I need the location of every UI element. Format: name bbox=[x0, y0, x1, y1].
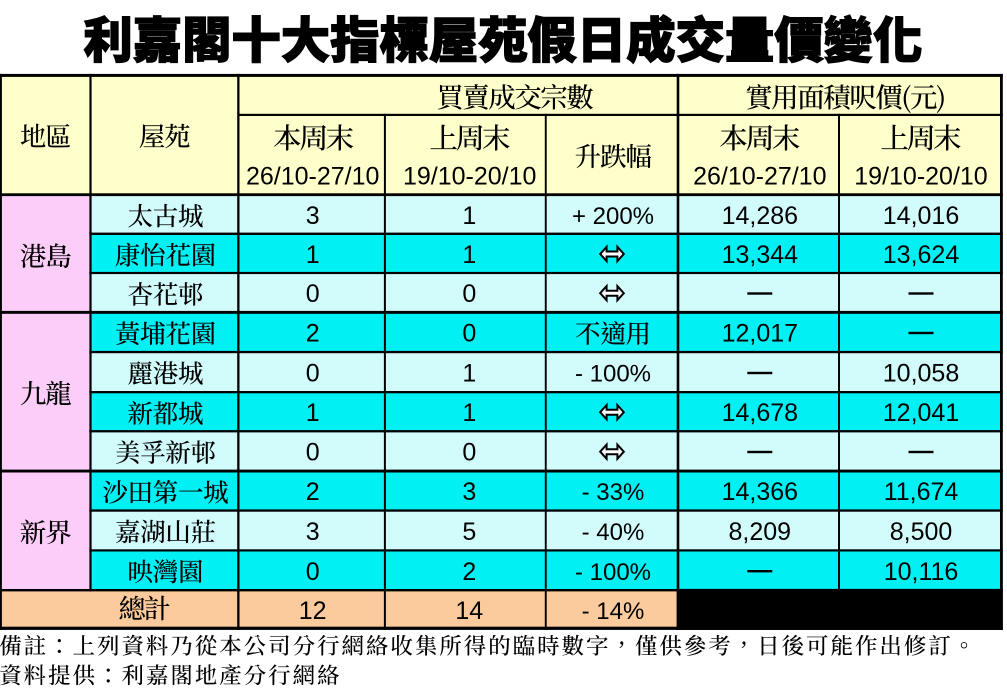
svg-text:2: 2 bbox=[306, 320, 320, 348]
svg-text:- 100%: - 100% bbox=[575, 559, 651, 586]
svg-text:8,500: 8,500 bbox=[890, 518, 953, 546]
svg-text:14,366: 14,366 bbox=[722, 478, 798, 506]
svg-text:2: 2 bbox=[462, 558, 476, 586]
svg-text:1: 1 bbox=[462, 202, 476, 230]
svg-text:1: 1 bbox=[462, 241, 476, 269]
svg-text:0: 0 bbox=[306, 360, 320, 388]
svg-text:3: 3 bbox=[462, 478, 476, 506]
svg-text:8,209: 8,209 bbox=[729, 518, 792, 546]
svg-text:1: 1 bbox=[306, 241, 320, 269]
svg-text:12,017: 12,017 bbox=[722, 320, 798, 348]
svg-text:1: 1 bbox=[462, 360, 476, 388]
svg-text:5: 5 bbox=[462, 518, 476, 546]
svg-text:12,041: 12,041 bbox=[883, 399, 959, 427]
svg-text:14,016: 14,016 bbox=[883, 202, 959, 230]
svg-text:13,624: 13,624 bbox=[883, 241, 960, 269]
svg-text:13,344: 13,344 bbox=[722, 241, 799, 269]
svg-text:- 100%: - 100% bbox=[575, 361, 651, 388]
svg-text:26/10-27/10: 26/10-27/10 bbox=[246, 162, 379, 190]
svg-text:- 14%: - 14% bbox=[582, 598, 645, 625]
svg-text:0: 0 bbox=[462, 439, 476, 467]
svg-text:11,674: 11,674 bbox=[884, 478, 959, 506]
svg-text:14,286: 14,286 bbox=[722, 202, 798, 230]
svg-text:10,116: 10,116 bbox=[884, 558, 959, 586]
svg-text:0: 0 bbox=[306, 439, 320, 467]
svg-text:3: 3 bbox=[306, 518, 320, 546]
svg-text:+ 200%: + 200% bbox=[572, 203, 654, 230]
svg-text:14: 14 bbox=[455, 597, 483, 625]
svg-text:10,058: 10,058 bbox=[883, 360, 959, 388]
svg-text:3: 3 bbox=[306, 202, 320, 230]
svg-text:1: 1 bbox=[306, 399, 320, 427]
svg-text:0: 0 bbox=[462, 280, 476, 308]
svg-text:26/10-27/10: 26/10-27/10 bbox=[693, 162, 826, 190]
svg-text:2: 2 bbox=[306, 478, 320, 506]
svg-text:19/10-20/10: 19/10-20/10 bbox=[854, 162, 987, 190]
svg-text:14,678: 14,678 bbox=[722, 399, 798, 427]
svg-text:1: 1 bbox=[462, 399, 476, 427]
svg-text:12: 12 bbox=[299, 597, 327, 625]
svg-text:- 33%: - 33% bbox=[582, 479, 645, 506]
svg-text:- 40%: - 40% bbox=[582, 519, 645, 546]
svg-text:0: 0 bbox=[306, 558, 320, 586]
svg-text:0: 0 bbox=[306, 280, 320, 308]
svg-text:19/10-20/10: 19/10-20/10 bbox=[403, 162, 536, 190]
svg-text:0: 0 bbox=[462, 320, 476, 348]
